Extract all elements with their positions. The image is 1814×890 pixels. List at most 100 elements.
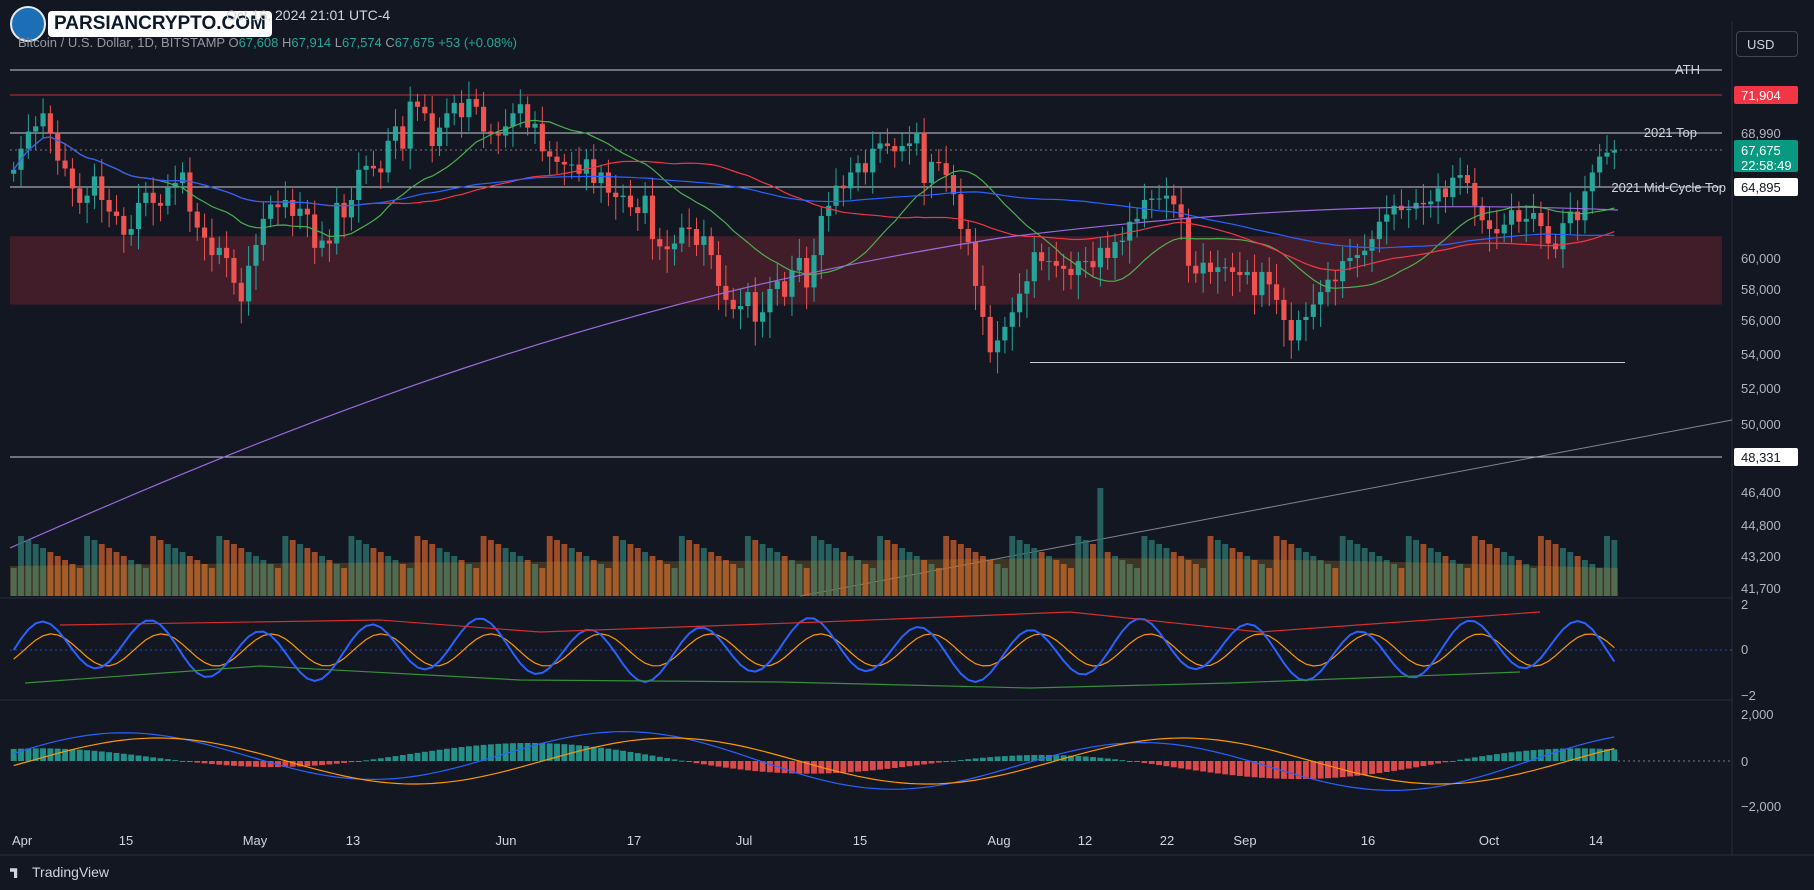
volume-bar — [1567, 552, 1574, 596]
macd-histogram-bar — [69, 749, 76, 761]
macd-histogram-bar — [752, 761, 759, 772]
candle-body — [451, 102, 457, 114]
candle-body — [1560, 223, 1566, 250]
macd-histogram-bar — [333, 761, 340, 764]
macd-histogram-bar — [1031, 754, 1038, 761]
macd-histogram-bar — [32, 748, 39, 761]
macd-histogram-bar — [796, 761, 803, 774]
macd-histogram-bar — [1369, 761, 1375, 775]
tradingview-logo[interactable]: TradingView — [10, 864, 109, 880]
volume-bar — [355, 540, 362, 596]
candle-body — [1450, 177, 1456, 198]
candle-body — [1244, 271, 1250, 276]
candle-body — [745, 292, 751, 307]
volume-bar — [627, 544, 634, 596]
candle-body — [1046, 261, 1052, 263]
macd-histogram-bar — [443, 748, 450, 761]
candle-body — [33, 126, 39, 132]
macd-histogram-bar — [1075, 756, 1082, 761]
candle-body — [135, 202, 142, 229]
macd-histogram-bar — [1251, 761, 1258, 778]
volume-bar — [1288, 544, 1295, 596]
candle-body — [1112, 242, 1118, 258]
candle-body — [1384, 214, 1390, 222]
macd-histogram-bar — [216, 761, 223, 765]
macd-histogram-bar — [1376, 761, 1383, 774]
symbol-description[interactable]: Bitcoin / U.S. Dollar, 1D, BITSTAMP — [18, 35, 225, 50]
macd-histogram-bar — [510, 743, 516, 761]
candle-body — [1149, 198, 1155, 200]
candle-body — [1127, 221, 1133, 241]
volume-bar — [803, 568, 810, 596]
candle-body — [994, 340, 1001, 353]
candle-body — [928, 161, 935, 183]
macd-histogram-bar — [18, 748, 24, 761]
volume-bar — [855, 560, 861, 596]
candle-body — [569, 164, 575, 166]
currency-selector[interactable]: USD — [1736, 31, 1798, 57]
candle-body — [55, 132, 61, 161]
macd-histogram-bar — [1023, 755, 1030, 761]
volume-bar — [76, 568, 83, 596]
volume-bar — [722, 560, 729, 596]
volume-bar — [399, 564, 406, 596]
macd-histogram-bar — [62, 748, 69, 761]
candle-body — [686, 227, 692, 229]
volume-bar — [128, 560, 135, 596]
time-axis-tick: 15 — [853, 833, 867, 848]
macd-histogram-bar — [671, 759, 678, 761]
macd-histogram-bar — [1574, 748, 1581, 761]
macd-histogram-bar — [84, 750, 91, 761]
macd-histogram-bar — [150, 757, 157, 761]
candle-body — [774, 281, 780, 289]
macd-histogram-bar — [686, 761, 693, 762]
volume-bar — [700, 548, 707, 596]
candle-body — [187, 172, 193, 212]
candle-body — [693, 228, 700, 245]
macd-histogram-bar — [987, 757, 994, 761]
candle-body — [980, 285, 986, 317]
volume-bar — [414, 536, 421, 596]
time-axis-tick: May — [243, 833, 268, 848]
macd-histogram-bar — [208, 761, 215, 765]
macd-histogram-bar — [1611, 749, 1618, 761]
macd-histogram-bar — [1222, 761, 1229, 775]
volume-bar — [253, 556, 259, 596]
volume-bar — [649, 556, 656, 596]
volume-bar — [1354, 544, 1361, 596]
macd-histogram-bar — [715, 761, 722, 767]
volume-bar — [1104, 552, 1111, 596]
high-label: H — [282, 35, 292, 50]
candle-body — [458, 102, 465, 118]
volume-bar — [1369, 552, 1375, 596]
time-axis-tick: 17 — [627, 833, 641, 848]
volume-bar — [333, 564, 340, 596]
macd-histogram-bar — [76, 749, 83, 761]
volume-bar — [767, 548, 773, 596]
volume-bar — [1515, 560, 1522, 596]
volume-bar — [370, 548, 377, 596]
volume-bar — [1398, 568, 1405, 596]
macd-histogram-bar — [935, 761, 942, 763]
volume-bar — [1053, 560, 1060, 596]
volume-bar — [495, 544, 502, 596]
volume-bar — [429, 544, 436, 596]
volume-bar — [392, 560, 399, 596]
volume-bar — [1082, 540, 1089, 596]
volume-bar — [157, 540, 164, 596]
resistance-zone — [10, 236, 1722, 305]
volume-bar — [554, 540, 560, 596]
volume-bar — [781, 556, 788, 596]
candle-body — [1090, 261, 1096, 268]
volume-bar — [1068, 568, 1074, 596]
volume-bar — [744, 536, 751, 596]
candle-body — [561, 161, 567, 165]
candle-body — [1597, 156, 1603, 173]
volume-bar — [311, 552, 318, 596]
volume-bar — [568, 548, 575, 596]
candle-body — [40, 113, 46, 127]
candle-body — [231, 258, 237, 283]
volume-bar — [451, 556, 458, 596]
candle-body — [25, 131, 31, 149]
